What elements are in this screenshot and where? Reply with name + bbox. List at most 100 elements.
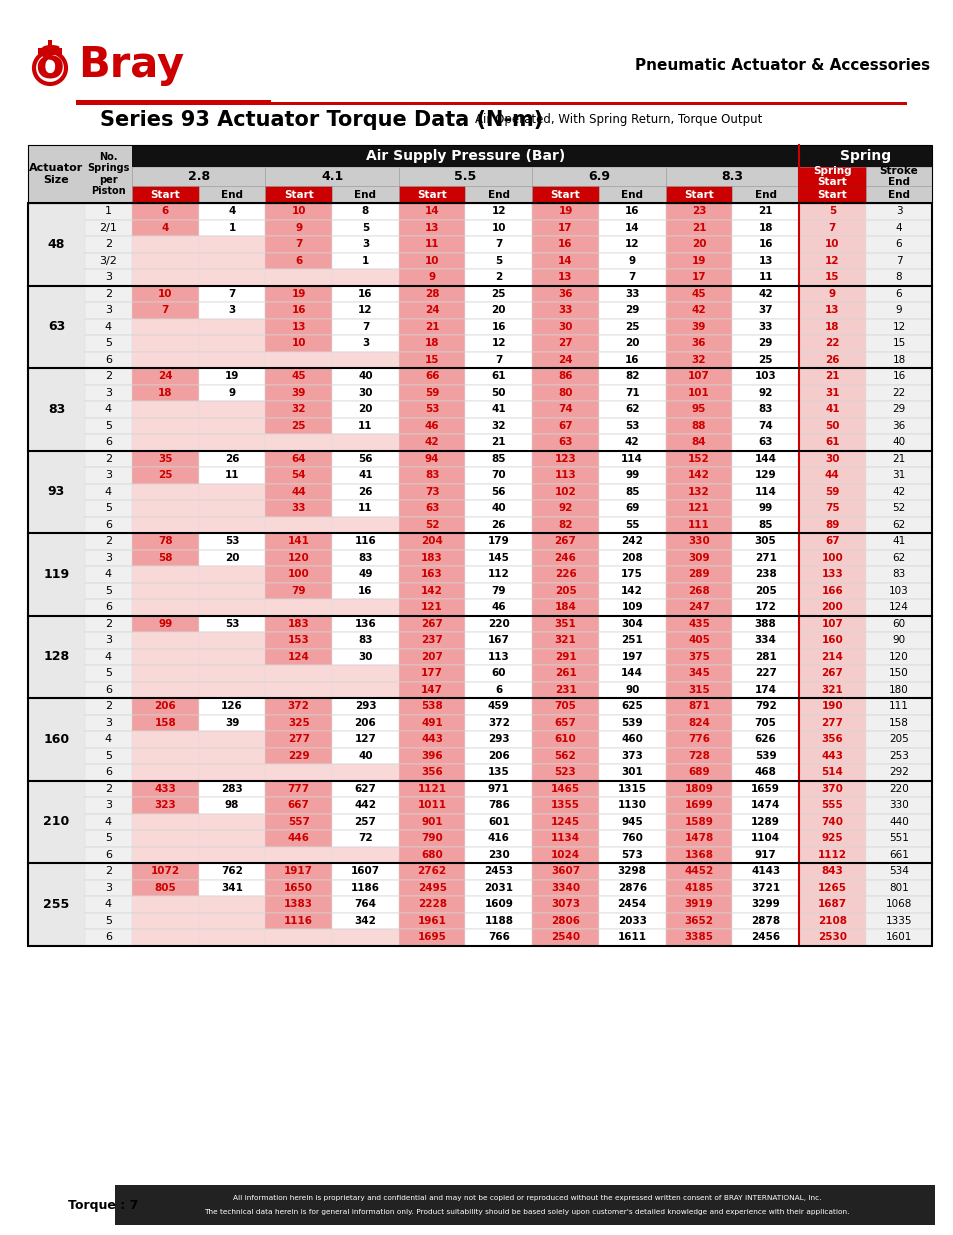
Bar [665, 451, 732, 467]
Bar [732, 698, 799, 715]
Text: 1687: 1687 [817, 899, 846, 909]
Text: 3: 3 [105, 635, 112, 645]
Bar [799, 566, 864, 583]
Bar [85, 220, 132, 236]
Bar [532, 648, 598, 664]
Bar [132, 747, 198, 764]
Bar [532, 252, 598, 269]
Bar [332, 764, 398, 781]
Bar [732, 913, 799, 929]
Text: 56: 56 [357, 453, 373, 464]
Text: 39: 39 [225, 718, 239, 727]
Text: 1130: 1130 [618, 800, 646, 810]
Text: 10: 10 [491, 222, 506, 232]
Bar [665, 500, 732, 516]
Bar [532, 269, 598, 285]
Bar [398, 797, 465, 814]
Bar [332, 897, 398, 913]
Bar [532, 879, 598, 897]
Text: 62: 62 [891, 520, 904, 530]
Text: 1116: 1116 [284, 915, 313, 926]
Text: 2: 2 [105, 453, 112, 464]
Text: 144: 144 [754, 453, 776, 464]
Text: 3: 3 [105, 272, 112, 283]
Text: 109: 109 [620, 603, 642, 613]
Bar [864, 401, 931, 417]
Bar [132, 615, 198, 632]
Text: 2530: 2530 [817, 932, 846, 942]
Text: 2: 2 [105, 701, 112, 711]
Text: 805: 805 [154, 883, 176, 893]
Text: 291: 291 [554, 652, 576, 662]
Text: 2456: 2456 [750, 932, 780, 942]
Text: 41: 41 [891, 536, 904, 546]
Bar [398, 764, 465, 781]
Text: 16: 16 [558, 240, 572, 249]
Text: 17: 17 [558, 222, 572, 232]
Text: 766: 766 [487, 932, 509, 942]
Text: 4: 4 [105, 652, 112, 662]
Bar [198, 583, 265, 599]
Text: 69: 69 [624, 503, 639, 514]
Bar [465, 483, 532, 500]
Bar [332, 467, 398, 483]
Bar [265, 516, 332, 534]
Bar [732, 352, 799, 368]
Text: 82: 82 [624, 372, 639, 382]
Text: 31: 31 [891, 471, 904, 480]
Text: 6: 6 [105, 437, 112, 447]
Bar [864, 747, 931, 764]
Text: 175: 175 [620, 569, 642, 579]
Text: 6.9: 6.9 [587, 170, 609, 183]
Bar [198, 897, 265, 913]
Text: 11: 11 [225, 471, 239, 480]
Bar [799, 252, 864, 269]
Text: 321: 321 [821, 684, 842, 695]
Text: 85: 85 [491, 453, 506, 464]
Bar [28, 698, 85, 781]
Text: 20: 20 [624, 338, 639, 348]
Text: 61: 61 [824, 437, 839, 447]
Text: 9: 9 [628, 256, 635, 266]
Bar [76, 100, 271, 103]
Text: 25: 25 [624, 322, 639, 332]
Text: 83: 83 [424, 471, 439, 480]
Bar [598, 682, 665, 698]
Bar [732, 220, 799, 236]
Text: 3: 3 [105, 718, 112, 727]
Text: 29: 29 [624, 305, 639, 315]
Bar [198, 664, 265, 682]
Bar [864, 583, 931, 599]
Text: 433: 433 [154, 784, 176, 794]
Text: 18: 18 [891, 354, 904, 364]
Text: 205: 205 [554, 585, 576, 595]
Text: 277: 277 [288, 735, 310, 745]
Bar [398, 203, 465, 220]
Bar [265, 747, 332, 764]
Bar [85, 500, 132, 516]
Text: 67: 67 [824, 536, 839, 546]
Bar [265, 451, 332, 467]
Bar [198, 731, 265, 747]
Bar [598, 698, 665, 715]
Bar [132, 897, 198, 913]
Bar [398, 929, 465, 946]
Bar [398, 615, 465, 632]
Text: 116: 116 [355, 536, 375, 546]
Bar [132, 252, 198, 269]
Text: 40: 40 [357, 372, 373, 382]
Bar [198, 401, 265, 417]
Text: 24: 24 [558, 354, 572, 364]
Text: 12: 12 [491, 206, 506, 216]
Bar [398, 269, 465, 285]
Bar [598, 615, 665, 632]
Text: 253: 253 [888, 751, 908, 761]
Text: 237: 237 [421, 635, 442, 645]
Text: 9: 9 [229, 388, 235, 398]
Bar [265, 664, 332, 682]
Text: 18: 18 [424, 338, 439, 348]
Bar [465, 764, 532, 781]
Bar [864, 269, 931, 285]
Text: 6: 6 [105, 850, 112, 860]
Bar [132, 203, 198, 220]
